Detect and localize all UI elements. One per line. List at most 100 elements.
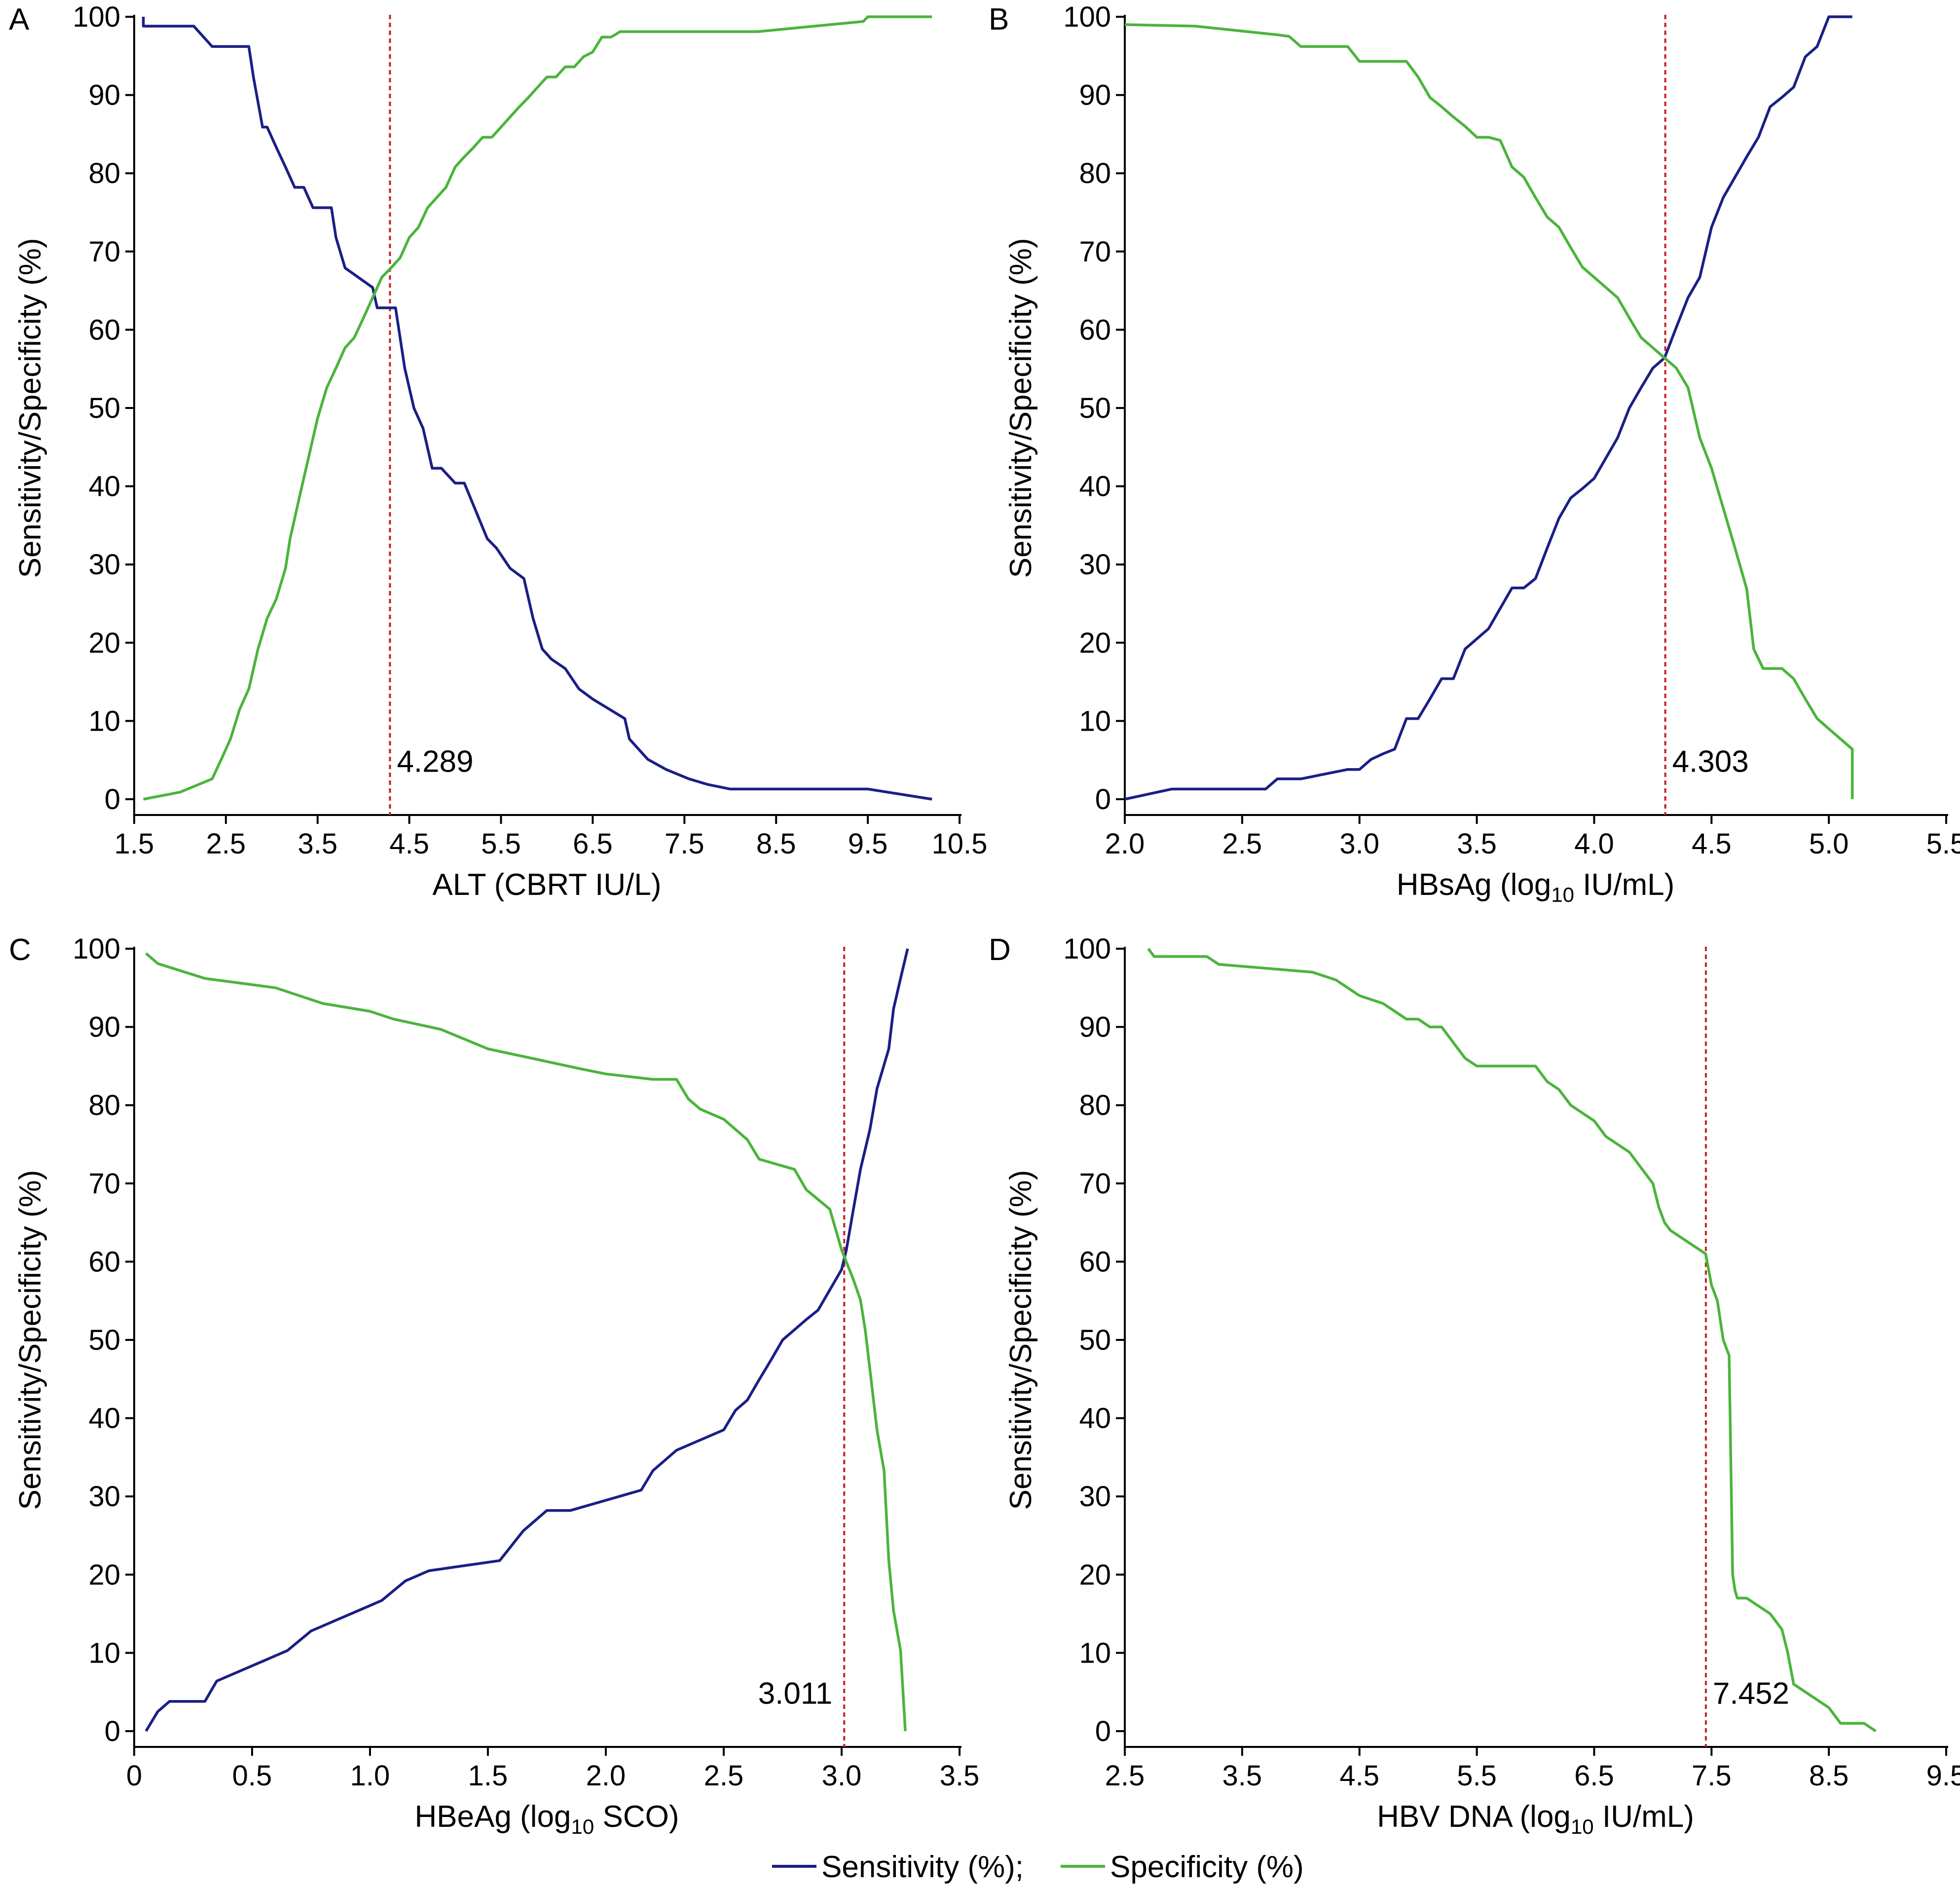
- y-tick-label: 20: [88, 1559, 120, 1591]
- cutoff-value-label: 4.289: [397, 744, 473, 778]
- specificity-line: [1124, 23, 1854, 799]
- y-tick-label: 50: [88, 392, 120, 424]
- y-tick-label: 30: [1079, 1481, 1111, 1513]
- legend-specificity-label: Specificity (%): [1110, 1850, 1304, 1884]
- x-axis-title: HBV DNA (log10 IU/mL): [1377, 1800, 1694, 1838]
- x-tick-label: 0: [126, 1760, 142, 1792]
- y-tick-label: 20: [88, 627, 120, 659]
- y-tick-label: 40: [1079, 471, 1111, 503]
- y-tick-label: 80: [88, 1089, 120, 1121]
- x-tick-label: 3.5: [940, 1760, 980, 1792]
- x-tick-label: 3.5: [1222, 1760, 1262, 1792]
- x-tick-label: 0.5: [232, 1760, 272, 1792]
- y-axis-title: Sensitivity/Specificity (%): [13, 1170, 47, 1510]
- x-tick-label: 7.5: [665, 828, 704, 860]
- y-tick-label: 60: [1079, 1246, 1111, 1278]
- y-tick-label: 50: [1079, 392, 1111, 424]
- panel-a: A 0 10 20 30 40 50 60 70 80 90 100 1.5 2.5 3.5 4.5 5.5 6.…: [9, 1, 987, 902]
- x-tick-label: 4.5: [389, 828, 429, 860]
- legend-sensitivity-label: Sensitivity (%);: [821, 1850, 1024, 1884]
- x-tick-label: 3.0: [822, 1760, 862, 1792]
- x-tick-label: 3.5: [1457, 828, 1497, 860]
- cutoff-value-label: 4.303: [1672, 744, 1749, 778]
- y-tick-label: 60: [1079, 314, 1111, 346]
- sensitivity-line: [142, 17, 932, 801]
- x-tick-label: 9.5: [848, 828, 888, 860]
- y-tick-label: 0: [105, 1715, 120, 1747]
- y-tick-label: 40: [88, 1403, 120, 1435]
- y-tick-label: 90: [1079, 79, 1111, 111]
- y-tick-label: 80: [1079, 157, 1111, 189]
- specificity-line: [143, 15, 932, 801]
- y-tick-label: 20: [1079, 627, 1111, 659]
- y-tick-label: 10: [88, 1637, 120, 1669]
- y-tick-label: 0: [1095, 783, 1111, 815]
- y-tick-label: 70: [88, 1168, 120, 1200]
- y-tick-label: 80: [1079, 1089, 1111, 1121]
- y-tick-label: 30: [1079, 549, 1111, 581]
- y-tick-label: 30: [88, 549, 120, 581]
- x-axis-title: HBeAg (log10 SCO): [414, 1800, 679, 1838]
- sensitivity-line: [145, 948, 909, 1732]
- specificity-line: [1147, 948, 1877, 1733]
- y-tick-label: 80: [88, 157, 120, 189]
- x-tick-label: 10.5: [932, 828, 988, 860]
- x-tick-label: 5.5: [1926, 828, 1960, 860]
- y-tick-label: 0: [105, 783, 120, 815]
- x-tick-label: 6.5: [1574, 1760, 1614, 1792]
- specificity-line: [145, 952, 907, 1732]
- y-tick-label: 90: [88, 79, 120, 111]
- y-tick-label: 60: [88, 314, 120, 346]
- x-axis-title: HBsAg (log10 IU/mL): [1397, 868, 1675, 906]
- x-tick-label: 4.5: [1339, 1760, 1379, 1792]
- y-axis-title: Sensitivity/Specificity (%): [1004, 1170, 1038, 1510]
- y-tick-label: 40: [1079, 1403, 1111, 1435]
- x-tick-label: 2.5: [206, 828, 246, 860]
- x-tick-label: 5.5: [481, 828, 521, 860]
- x-tick-label: 1.0: [350, 1760, 390, 1792]
- y-tick-label: 30: [88, 1481, 120, 1513]
- x-tick-label: 9.5: [1926, 1760, 1960, 1792]
- legend: Sensitivity (%); Specificity (%): [772, 1850, 1304, 1884]
- panel-letter: D: [989, 933, 1011, 967]
- panel-d: D 0 10 20 30 40 50 60 70 80 90 100 2.5 3.5 4.5 5.5 6.5 7.…: [989, 933, 1960, 1838]
- y-tick-label: 90: [88, 1011, 120, 1043]
- x-tick-label: 3.5: [297, 828, 337, 860]
- x-tick-label: 7.5: [1692, 1760, 1732, 1792]
- sensitivity-line: [1124, 15, 1852, 801]
- x-tick-label: 2.5: [1222, 828, 1262, 860]
- cutoff-value-label: 7.452: [1713, 1676, 1789, 1710]
- x-tick-label: 1.5: [114, 828, 154, 860]
- x-axis-title: ALT (CBRT IU/L): [433, 868, 662, 902]
- y-tick-label: 70: [88, 236, 120, 268]
- x-tick-label: 2.0: [586, 1760, 626, 1792]
- y-tick-label: 50: [1079, 1324, 1111, 1356]
- y-tick-label: 10: [1079, 705, 1111, 737]
- y-tick-label: 90: [1079, 1011, 1111, 1043]
- panel-c: C 0 10 20 30 40 50 60 70 80 90 100 0 0.5 1.0 1.5 2.0 2.5 3…: [9, 933, 979, 1838]
- cutoff-value-label: 3.011: [758, 1676, 833, 1710]
- x-tick-label: 2.0: [1105, 828, 1145, 860]
- y-tick-label: 100: [73, 933, 120, 965]
- x-tick-label: 4.5: [1692, 828, 1732, 860]
- y-tick-label: 10: [1079, 1637, 1111, 1669]
- x-tick-label: 8.5: [756, 828, 796, 860]
- y-tick-label: 70: [1079, 236, 1111, 268]
- x-tick-label: 6.5: [573, 828, 613, 860]
- y-tick-label: 20: [1079, 1559, 1111, 1591]
- x-tick-label: 5.0: [1809, 828, 1849, 860]
- y-tick-label: 100: [1063, 1, 1111, 33]
- panel-letter: C: [9, 933, 31, 967]
- y-tick-label: 0: [1095, 1715, 1111, 1747]
- panel-letter: A: [9, 2, 30, 37]
- y-tick-label: 60: [88, 1246, 120, 1278]
- x-tick-label: 2.5: [1105, 1760, 1145, 1792]
- y-tick-label: 50: [88, 1324, 120, 1356]
- y-axis-title: Sensitivity/Specificity (%): [13, 238, 47, 578]
- y-tick-label: 70: [1079, 1168, 1111, 1200]
- y-tick-label: 40: [88, 471, 120, 503]
- y-tick-label: 10: [88, 705, 120, 737]
- x-tick-label: 5.5: [1457, 1760, 1497, 1792]
- y-tick-label: 100: [73, 1, 120, 33]
